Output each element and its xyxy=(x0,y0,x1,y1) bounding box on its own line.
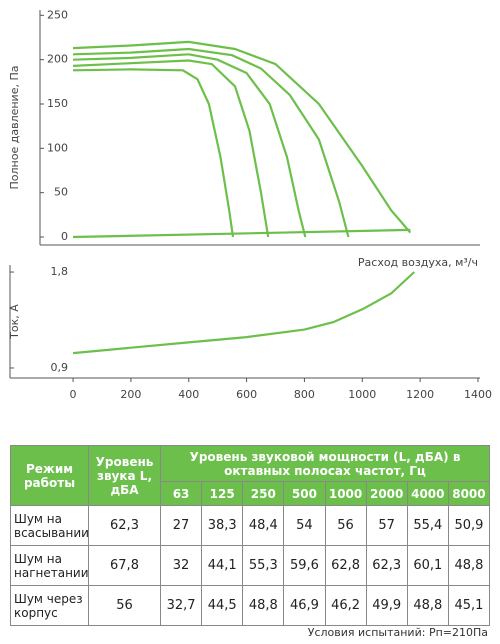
x-tick-label: 1200 xyxy=(406,388,434,401)
table-cell: 50,9 xyxy=(447,505,491,546)
table-row: Шум через корпус 56 32,7 44,5 48,8 46,9 46,2 49… xyxy=(10,585,491,626)
y-tick-label: 1,8 xyxy=(51,265,69,278)
freq-header: 500 xyxy=(283,481,326,506)
table-cell: 46,9 xyxy=(283,585,326,626)
y-tick-label: 0,9 xyxy=(51,361,69,374)
table-row: Шум на всасывании 62,3 27 38,3 48,4 54 56 57 55,… xyxy=(10,505,491,546)
freq-header: 125 xyxy=(201,481,244,506)
x-tick-label: 1400 xyxy=(464,388,492,401)
table-cell: 55,4 xyxy=(406,505,449,546)
x-tick-label: 1000 xyxy=(348,388,376,401)
curve xyxy=(72,40,412,234)
freq-header: 250 xyxy=(242,481,285,506)
table-cell: 54 xyxy=(283,505,326,546)
table-cell: 48,8 xyxy=(406,585,449,626)
table-cell: 44,5 xyxy=(201,585,244,626)
table-cell: 62,3 xyxy=(88,505,161,546)
table-cell: Шум на всасывании xyxy=(10,505,89,546)
freq-header: 2000 xyxy=(365,481,408,506)
table-cell: 48,4 xyxy=(242,505,285,546)
table-cell: 27 xyxy=(159,505,203,546)
freq-header: 63 xyxy=(159,481,203,506)
table-cell: 44,1 xyxy=(201,545,244,586)
header-cell: Уровень звуковой мощности (L, дБА) в окт… xyxy=(160,445,490,482)
y-tick-label: 200 xyxy=(47,53,68,66)
curve xyxy=(72,53,307,238)
table-cell: 62,8 xyxy=(324,545,367,586)
freq-header: 1000 xyxy=(324,481,367,506)
table-cell: 48,8 xyxy=(447,545,491,586)
table-cell: 38,3 xyxy=(201,505,244,546)
table-cell: 56 xyxy=(324,505,367,546)
table-cell: 67,8 xyxy=(88,545,161,586)
curve xyxy=(72,228,411,239)
curve xyxy=(72,47,350,238)
table-cell: 56 xyxy=(88,585,161,626)
table-cell: 57 xyxy=(365,505,408,546)
table-cell: 32 xyxy=(159,545,203,586)
table-cell: 46,2 xyxy=(324,585,367,626)
table-row: Шум на нагнетании 67,8 32 44,1 55,3 59,6 62,8 6… xyxy=(10,545,491,586)
table-cell: 55,3 xyxy=(242,545,285,586)
y-axis-label: Полное давление, Па xyxy=(8,66,21,190)
x-tick-label: 0 xyxy=(70,388,77,401)
y-tick-label: 250 xyxy=(47,8,68,21)
curve xyxy=(72,271,416,355)
y-tick-label: 50 xyxy=(54,186,68,199)
x-axis-label: Расход воздуха, м³/ч xyxy=(358,256,478,269)
y-tick-label: 0 xyxy=(61,230,68,243)
curve xyxy=(72,68,235,238)
header-cell: Режим работы xyxy=(10,445,89,506)
y-axis-label: Ток, А xyxy=(8,304,21,340)
table-cell: Шум на нагнетании xyxy=(10,545,89,586)
y-tick-label: 150 xyxy=(47,97,68,110)
table-cell: 48,8 xyxy=(242,585,285,626)
table-cell: Шум через корпус xyxy=(10,585,89,626)
x-tick-label: 400 xyxy=(178,388,199,401)
x-tick-label: 600 xyxy=(236,388,257,401)
table-cell: 32,7 xyxy=(159,585,203,626)
table-cell: 45,1 xyxy=(447,585,491,626)
freq-header: 8000 xyxy=(447,481,491,506)
header-cell: Уровень звука L, дБА xyxy=(88,445,161,506)
x-tick-label: 200 xyxy=(120,388,141,401)
charts: Полное давление, Па Расход воздуха, м³/ч 0… xyxy=(8,8,492,401)
table-cell: 60,1 xyxy=(406,545,449,586)
table-cell: 59,6 xyxy=(283,545,326,586)
footer: Условия испытаний: Рп=210Па xyxy=(307,626,488,639)
freq-header: 4000 xyxy=(406,481,449,506)
table-cell: 49,9 xyxy=(365,585,408,626)
x-tick-label: 800 xyxy=(294,388,315,401)
table-cell: 62,3 xyxy=(365,545,408,586)
noise-table: Режим работы Уровень звука L, дБА Уровен… xyxy=(10,445,491,626)
y-tick-label: 100 xyxy=(47,141,68,154)
curve xyxy=(72,59,270,238)
